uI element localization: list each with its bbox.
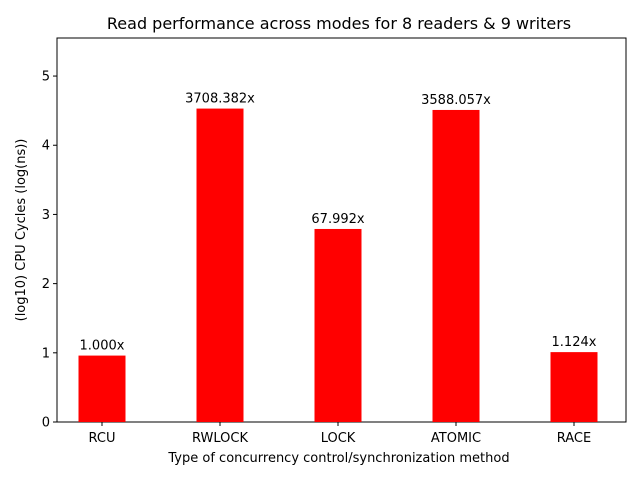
x-tick-label: RWLOCK [192, 431, 248, 446]
bar-race [550, 352, 598, 422]
x-tick-label: RCU [89, 431, 116, 446]
bar-value-label: 67.992x [311, 212, 364, 227]
chart-title: Read performance across modes for 8 read… [107, 14, 571, 33]
y-axis: 0 1 2 3 4 5 [42, 70, 57, 431]
y-tick-label: 4 [42, 139, 50, 154]
x-tick-label: RACE [557, 431, 591, 446]
x-axis-label: Type of concurrency control/synchronizat… [167, 451, 509, 466]
y-tick-label: 2 [42, 277, 50, 292]
bar-value-label: 1.124x [552, 335, 597, 350]
x-axis: RCU RWLOCK LOCK ATOMIC RACE [89, 422, 591, 446]
y-tick-label: 3 [42, 208, 50, 223]
y-tick-label: 0 [42, 416, 50, 431]
bar-value-label: 3588.057x [421, 93, 491, 108]
bar-lock [314, 228, 362, 422]
bar-rcu [78, 355, 126, 422]
y-tick-label: 5 [42, 70, 50, 85]
x-tick-label: LOCK [321, 431, 356, 446]
y-tick-label: 1 [42, 346, 50, 361]
y-axis-label: (log10) CPU Cycles (log(ns)) [14, 139, 29, 322]
bar-atomic [432, 109, 480, 422]
bars-group: 1.000x 3708.382x 67.992x 3588.057x 1.124x [78, 92, 598, 423]
bar-rwlock [196, 108, 244, 423]
x-tick-label: ATOMIC [431, 431, 481, 446]
bar-value-label: 3708.382x [185, 92, 255, 107]
bar-value-label: 1.000x [80, 339, 125, 354]
